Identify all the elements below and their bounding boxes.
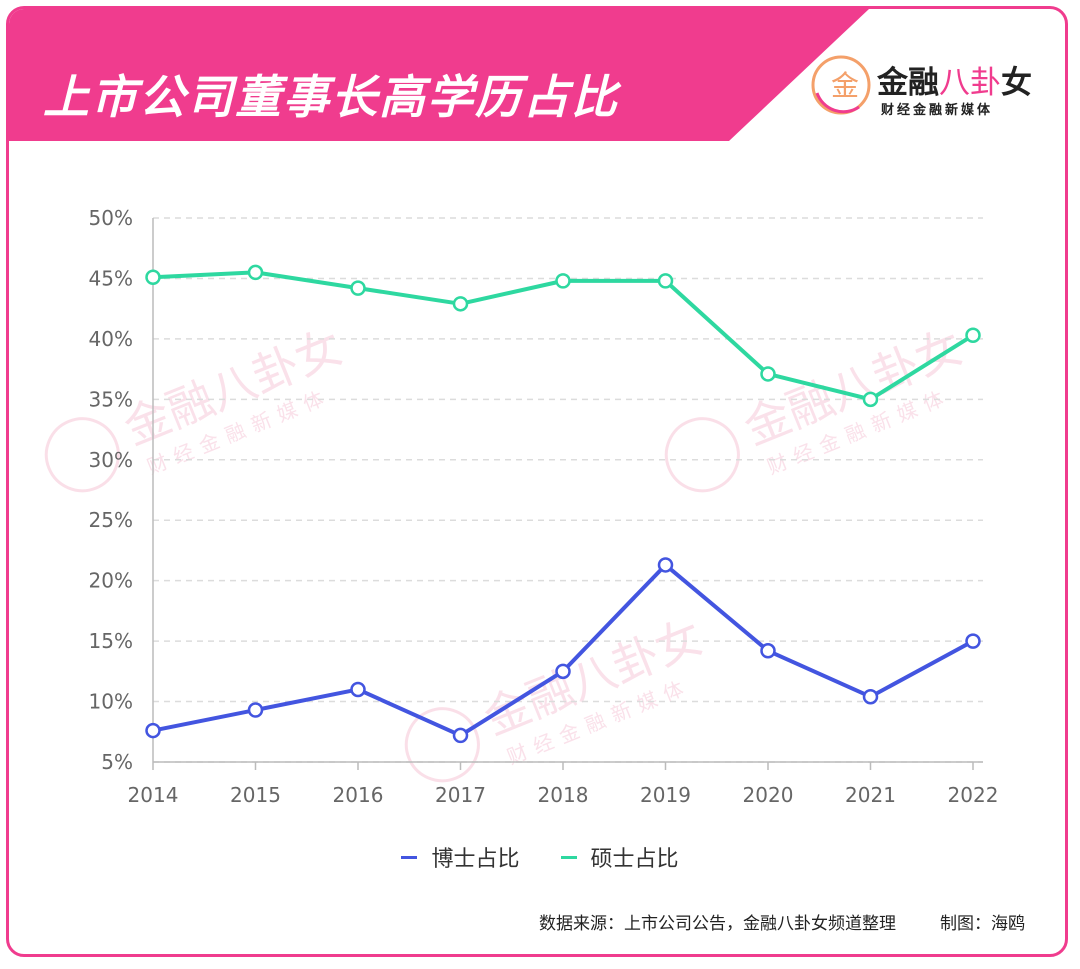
y-tick-label: 50%: [89, 206, 133, 230]
y-tick-label: 20%: [89, 569, 133, 593]
data-point-0-5: [657, 557, 674, 573]
y-tick-label: 45%: [89, 266, 133, 290]
chart-card: 上市公司董事长高学历占比 金 金融八卦女 财经金融新媒体 金融八卦女 财经金融新媒…: [6, 6, 1068, 957]
brand-circle-icon: 金: [811, 55, 871, 115]
y-tick-label: 35%: [89, 387, 133, 411]
y-tick-label: 40%: [89, 327, 133, 351]
watermark-circle-icon: [404, 707, 480, 783]
legend-label-master: 硕士占比: [590, 847, 679, 872]
data-point-0-2: [350, 681, 366, 698]
y-tick-label: 30%: [89, 448, 133, 472]
watermark-circle-icon: [664, 417, 740, 493]
brand-name-tail: 女: [1001, 65, 1032, 101]
x-tick-label: 2018: [538, 783, 589, 807]
chart-title: 上市公司董事长高学历占比: [43, 70, 619, 124]
data-source: 数据来源：上市公司公告，金融八卦女频道整理: [539, 914, 896, 934]
data-point-0-7: [862, 688, 879, 705]
brand-logo: 金 金融八卦女 财经金融新媒体: [809, 53, 1039, 123]
data-point-1-4: [555, 273, 571, 289]
footer: 数据来源：上市公司公告，金融八卦女频道整理 制图：海鸥: [539, 909, 1025, 934]
legend: 博士占比 硕士占比: [9, 841, 1065, 873]
data-point-1-2: [350, 280, 366, 296]
x-tick-label: 2019: [640, 783, 691, 807]
legend-swatch-master: [560, 855, 577, 859]
data-point-0-1: [247, 702, 264, 718]
title-banner: [9, 9, 869, 141]
brand-subtitle: 财经金融新媒体: [881, 103, 994, 118]
x-tick-label: 2021: [845, 783, 896, 807]
legend-item-phd: 博士占比: [401, 841, 519, 873]
data-point-0-3: [452, 727, 469, 744]
data-point-0-4: [555, 663, 571, 680]
data-point-1-3: [452, 296, 469, 312]
data-point-1-5: [657, 273, 674, 289]
x-tick-label: 2020: [743, 783, 794, 807]
x-tick-label: 2014: [128, 783, 179, 807]
data-point-0-8: [965, 633, 981, 649]
legend-label-phd: 博士占比: [431, 847, 520, 872]
brand-name-head: 金融: [877, 65, 939, 101]
brand-name-highlight: 八卦: [939, 65, 1001, 101]
legend-item-master: 硕士占比: [560, 841, 679, 873]
watermark-circle-icon: [44, 417, 120, 493]
y-tick-label: 5%: [101, 750, 133, 774]
x-tick-label: 2016: [333, 783, 384, 807]
data-point-1-8: [965, 327, 981, 344]
x-tick-label: 2015: [230, 783, 281, 807]
brand-name: 金融八卦女: [877, 57, 1032, 102]
x-tick-label: 2022: [948, 783, 999, 807]
x-tick-label: 2017: [435, 783, 486, 807]
data-point-0-6: [760, 643, 776, 659]
data-point-1-0: [145, 269, 161, 285]
data-point-0-0: [145, 722, 161, 739]
y-tick-label: 25%: [89, 508, 133, 532]
legend-swatch-phd: [401, 855, 418, 859]
data-point-1-1: [247, 264, 264, 281]
y-tick-label: 10%: [89, 690, 133, 714]
data-point-1-6: [760, 366, 776, 382]
data-point-1-7: [862, 391, 879, 408]
y-tick-label: 15%: [89, 629, 133, 653]
brand-logo-char: 金: [831, 69, 859, 102]
chart-author: 制图：海鸥: [940, 914, 1025, 934]
